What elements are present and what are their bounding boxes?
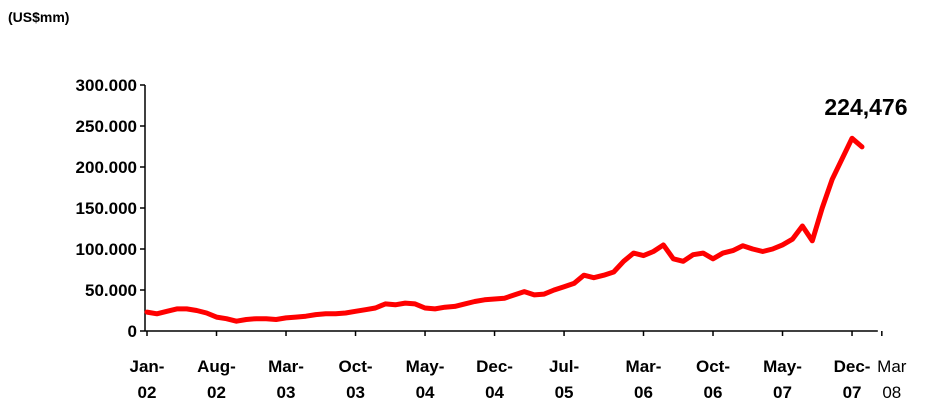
x-tick-label: Dec- 04 [476, 357, 513, 402]
x-tick-label-line: 02 [207, 383, 226, 402]
x-tick-label-line: Dec- [476, 357, 513, 376]
x-tick-label: Jan- 02 [130, 357, 165, 402]
x-tick-label-line: Dec- [834, 357, 871, 376]
x-tick-label-line: May- [763, 357, 802, 376]
x-tick-label-line: Mar- [626, 357, 662, 376]
x-tick-label: Oct- 06 [696, 357, 730, 402]
x-tick-label-line: Mar- [268, 357, 304, 376]
x-tick-label: Oct- 03 [339, 357, 373, 402]
x-tick-label-line: Mar [877, 357, 907, 376]
y-tick-label: 50.000 [85, 281, 137, 300]
x-tick-label-line: Jul- [549, 357, 579, 376]
data-line [144, 135, 865, 324]
x-tick-label-line: 06 [704, 383, 723, 402]
x-tick-label: Mar 08 [877, 357, 907, 402]
x-tick-label: Mar- 03 [268, 357, 304, 402]
x-tick-label-line: 02 [138, 383, 157, 402]
x-tick-label: May- 07 [763, 357, 802, 402]
x-tick-label-line: Oct- [696, 357, 730, 376]
x-tick-label-line: 05 [555, 383, 574, 402]
axis-unit-label: (US$mm) [8, 9, 69, 25]
x-tick-label-line: 04 [416, 383, 435, 402]
value-annotation: 224,476 [824, 94, 907, 120]
x-tick-label: Mar- 06 [626, 357, 662, 402]
x-tick-label-line: Jan- [130, 357, 165, 376]
x-tick-label-line: Oct- [339, 357, 373, 376]
x-tick-label: Dec- 07 [834, 357, 871, 402]
y-tick-label: 300.000 [76, 76, 137, 95]
x-tick-label: May- 04 [406, 357, 445, 402]
x-tick-label-line: 07 [843, 383, 862, 402]
y-tick-label: 250.000 [76, 117, 137, 136]
x-tick-label-line: 06 [634, 383, 653, 402]
x-tick-label: Aug- 02 [197, 357, 236, 402]
x-tick-label-line: 04 [485, 383, 504, 402]
x-tick-label: Jul- 05 [549, 357, 579, 402]
x-tick-label-line: 03 [346, 383, 365, 402]
x-tick-label-line: 03 [277, 383, 296, 402]
x-tick-label-line: Aug- [197, 357, 236, 376]
x-tick-label-line: May- [406, 357, 445, 376]
y-tick-label: 150.000 [76, 199, 137, 218]
y-tick-label: 200.000 [76, 158, 137, 177]
y-tick-label: 0 [128, 322, 137, 341]
x-tick-label-line: 07 [773, 383, 792, 402]
x-tick-label-line: 08 [882, 383, 901, 402]
y-tick-label: 100.000 [76, 240, 137, 259]
